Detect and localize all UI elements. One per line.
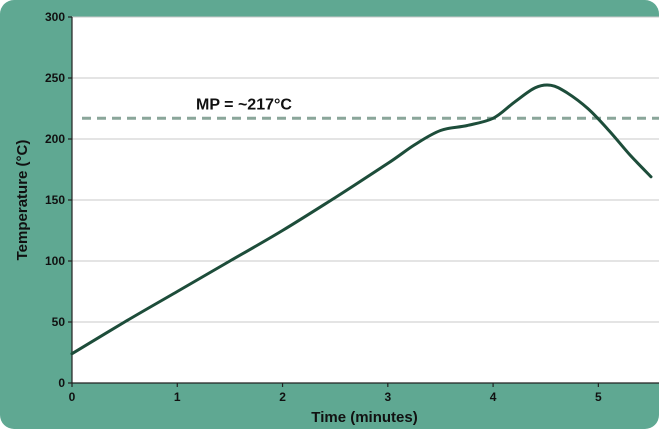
y-tick-labels: 0 50 100 150 200 250 300 [45, 10, 72, 390]
x-tick-label: 3 [384, 390, 391, 404]
melting-point-label: MP = ~217°C [196, 96, 292, 113]
x-tick-label: 4 [490, 390, 497, 404]
x-tick-label: 2 [279, 390, 286, 404]
y-tick-label: 150 [45, 193, 65, 207]
y-axis-title: Temperature (°C) [14, 140, 31, 261]
y-tick-label: 300 [45, 10, 65, 24]
x-tick-label: 5 [595, 390, 602, 404]
x-tick-label: 1 [174, 390, 181, 404]
y-tick-label: 250 [45, 71, 65, 85]
y-tick-label: 0 [58, 376, 65, 390]
temperature-series-line [70, 83, 653, 356]
x-tick-label: 0 [69, 390, 76, 404]
x-tick-labels: 0 1 2 3 4 5 [69, 383, 602, 404]
series-layer [70, 83, 653, 356]
y-tick-label: 50 [52, 315, 66, 329]
y-tick-label: 100 [45, 254, 65, 268]
gridlines [72, 16, 659, 323]
y-tick-label: 200 [45, 132, 65, 146]
reference-line-layer: MP = ~217°C [82, 96, 659, 120]
x-axis-title: Time (minutes) [311, 409, 417, 426]
